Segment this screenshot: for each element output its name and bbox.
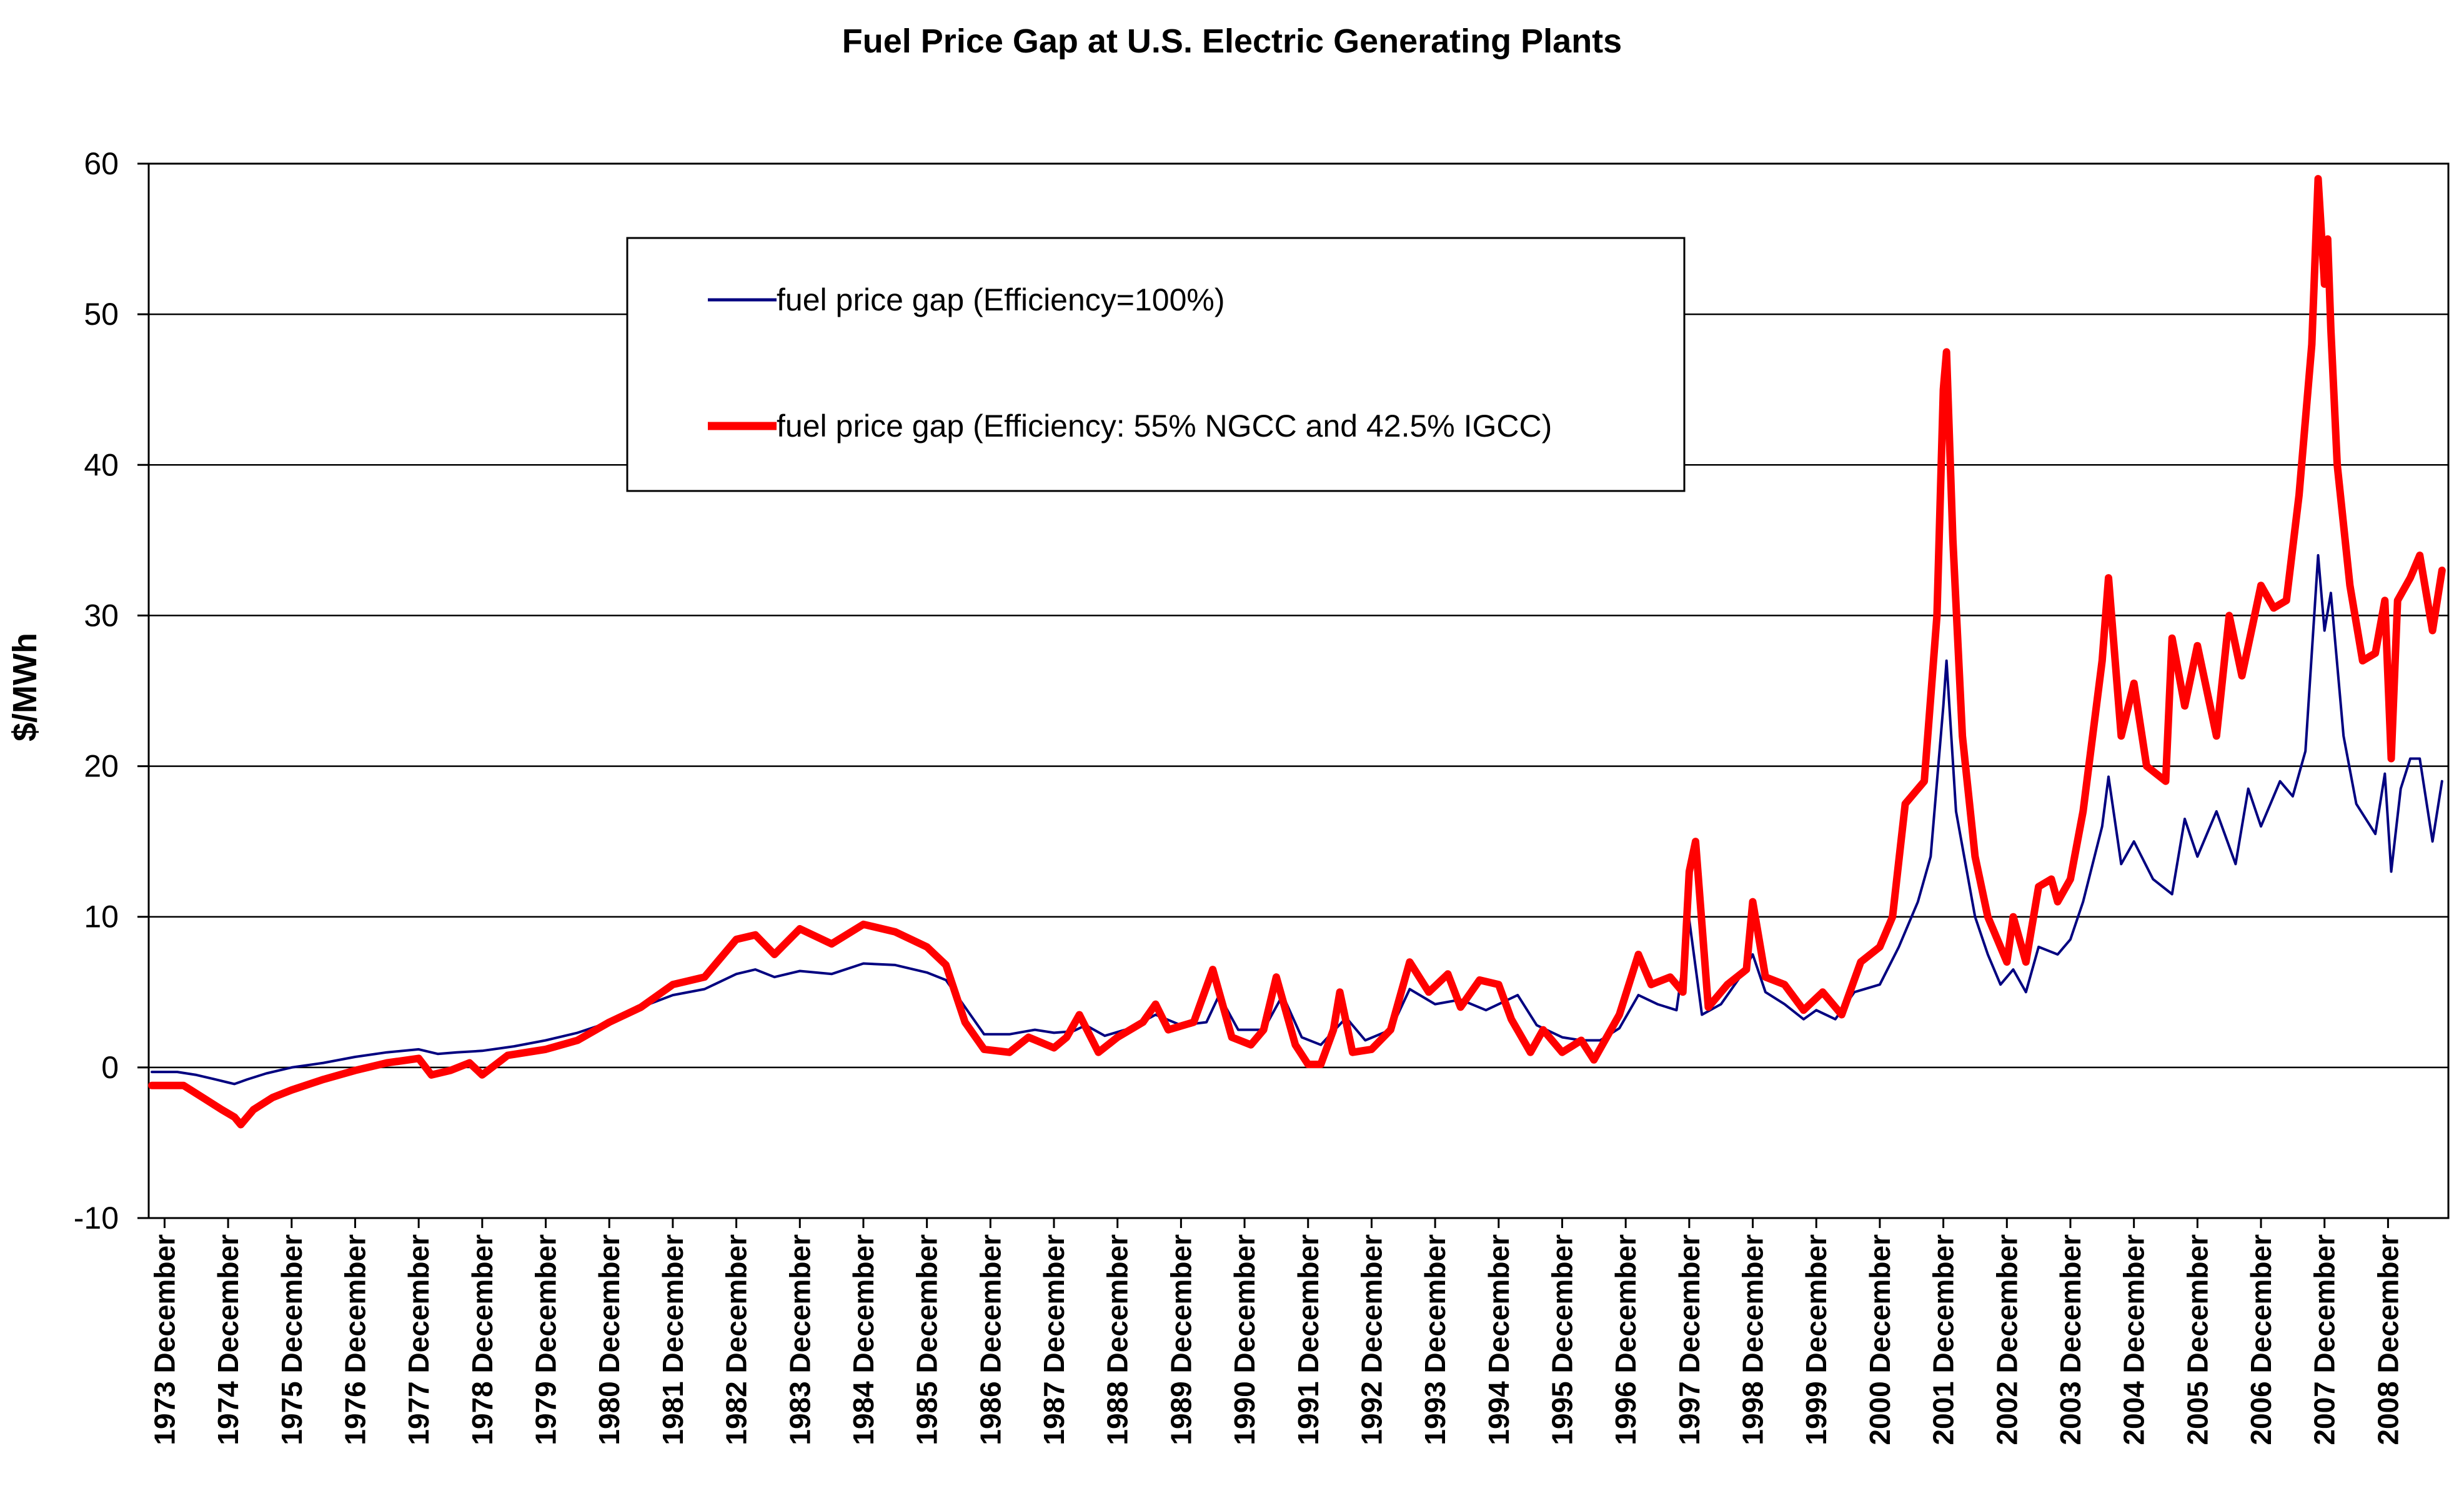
x-tick-label-24: 1997 December xyxy=(1673,1234,1706,1445)
y-tick-label-0: 60 xyxy=(84,146,119,181)
y-tick-label-7: -10 xyxy=(74,1201,119,1236)
plot-area xyxy=(147,162,2450,1219)
legend: fuel price gap (Efficiency=100%) fuel pr… xyxy=(626,237,1686,492)
series-line-1 xyxy=(151,554,2443,1086)
x-tick-label-21: 1994 December xyxy=(1483,1234,1515,1445)
gridlines xyxy=(149,313,2448,1069)
x-tick-label-18: 1991 December xyxy=(1292,1234,1324,1445)
y-tick-label-3: 30 xyxy=(84,598,119,633)
x-tick-label-33: 2006 December xyxy=(2245,1234,2277,1445)
x-tick-label-15: 1988 December xyxy=(1101,1234,1134,1445)
series-line-2 xyxy=(148,175,2446,1129)
x-tick-label-3: 1976 December xyxy=(339,1234,371,1445)
x-tick-label-14: 1987 December xyxy=(1038,1234,1070,1445)
x-tick-label-19: 1992 December xyxy=(1355,1234,1388,1445)
y-tick-label-6: 0 xyxy=(101,1050,119,1085)
x-tick-label-29: 2002 December xyxy=(1990,1234,2023,1445)
x-tick-label-26: 1999 December xyxy=(1800,1234,1832,1445)
x-tick-label-1: 1974 December xyxy=(212,1234,244,1445)
x-tick-label-13: 1986 December xyxy=(974,1234,1006,1445)
legend-box xyxy=(626,237,1686,492)
series-lines xyxy=(148,175,2446,1129)
x-tick-label-25: 1998 December xyxy=(1737,1234,1769,1445)
x-tick-label-27: 2000 December xyxy=(1864,1234,1896,1445)
x-tick-label-10: 1983 December xyxy=(783,1234,816,1445)
x-tick-label-2: 1975 December xyxy=(276,1234,308,1445)
y-axis: 60 50 40 30 20 10 0 -10 xyxy=(74,146,149,1236)
legend-label-series-1: fuel price gap (Efficiency=100%) xyxy=(777,282,1225,317)
y-tick-label-4: 20 xyxy=(84,749,119,784)
y-tick-label-5: 10 xyxy=(84,899,119,934)
y-tick-label-2: 40 xyxy=(84,447,119,482)
x-tick-label-8: 1981 December xyxy=(657,1234,689,1445)
chart-title: Fuel Price Gap at U.S. Electric Generati… xyxy=(842,22,1622,60)
x-tick-label-28: 2001 December xyxy=(1927,1234,1960,1445)
y-tick-label-1: 50 xyxy=(84,297,119,332)
x-tick-label-6: 1979 December xyxy=(530,1234,562,1445)
x-tick-label-32: 2005 December xyxy=(2181,1234,2213,1445)
x-tick-label-11: 1984 December xyxy=(847,1234,880,1445)
x-tick-label-30: 2003 December xyxy=(2054,1234,2087,1445)
x-tick-label-17: 1990 December xyxy=(1228,1234,1261,1445)
x-tick-label-20: 1993 December xyxy=(1419,1234,1451,1445)
legend-label-series-2: fuel price gap (Efficiency: 55% NGCC and… xyxy=(777,409,1552,443)
x-tick-label-9: 1982 December xyxy=(720,1234,753,1445)
x-axis: 1973 December 1974 December 1975 December 1… xyxy=(148,1218,2404,1445)
x-tick-label-35: 2008 December xyxy=(2372,1234,2404,1445)
x-tick-label-5: 1978 December xyxy=(466,1234,499,1445)
x-tick-label-7: 1980 December xyxy=(593,1234,625,1445)
x-tick-label-31: 2004 December xyxy=(2118,1234,2150,1445)
x-tick-label-12: 1985 December xyxy=(911,1234,943,1445)
x-tick-label-0: 1973 December xyxy=(148,1234,181,1445)
x-tick-label-4: 1977 December xyxy=(402,1234,435,1445)
x-tick-label-34: 2007 December xyxy=(2308,1234,2341,1445)
x-tick-label-23: 1996 December xyxy=(1609,1234,1642,1445)
x-tick-label-16: 1989 December xyxy=(1165,1234,1197,1445)
y-axis-label: $/MWh xyxy=(6,633,44,741)
x-tick-label-22: 1995 December xyxy=(1546,1234,1578,1445)
